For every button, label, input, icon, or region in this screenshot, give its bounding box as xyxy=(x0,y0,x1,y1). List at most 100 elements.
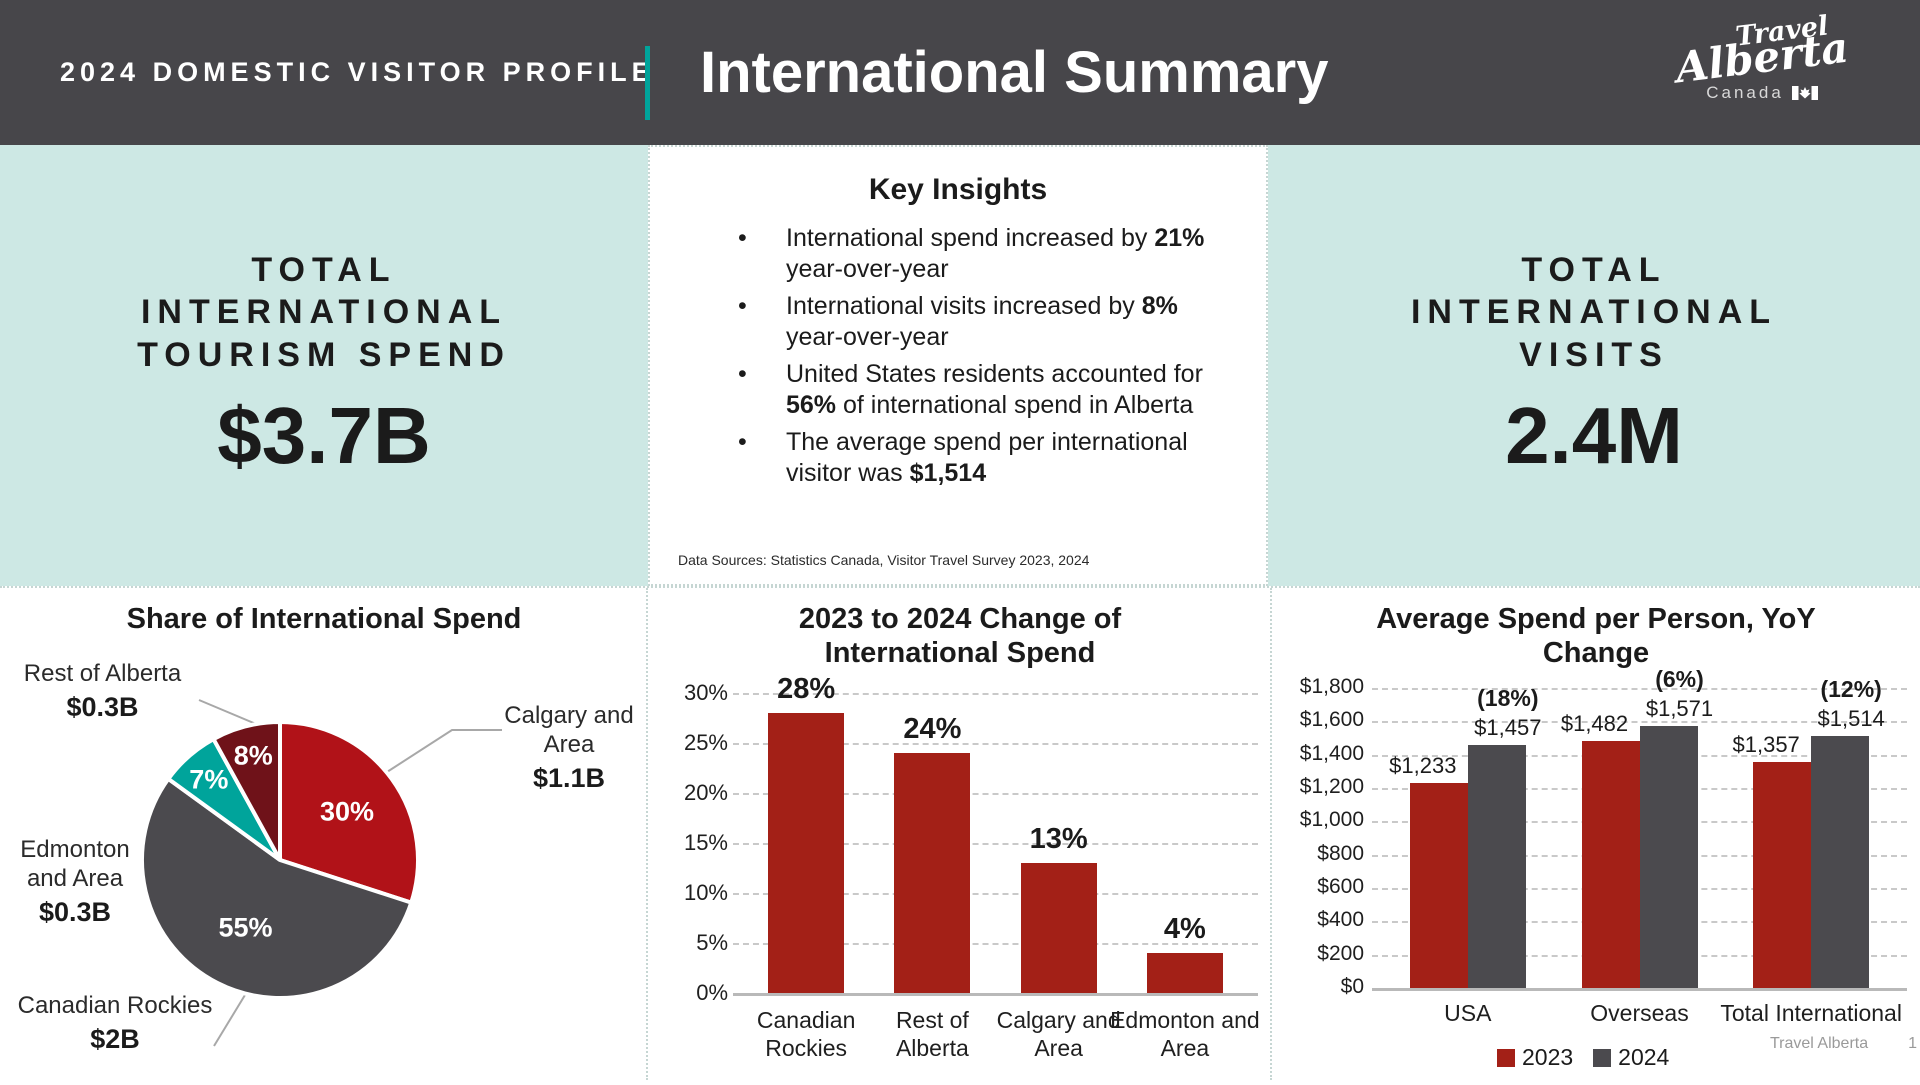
bar-value-label-2024: $1,457 xyxy=(1474,715,1542,741)
bar-value-label: 24% xyxy=(903,713,962,745)
x-category-label: Canadian Rockies xyxy=(756,1007,856,1061)
x-category-label: Rest of Alberta xyxy=(895,1007,969,1061)
gridline xyxy=(733,943,1258,945)
legend-item-2023: 2023 xyxy=(1497,1044,1573,1071)
x-category-label: Edmonton and Area xyxy=(1110,1007,1260,1061)
column-divider-right xyxy=(1270,588,1272,1080)
y-tick-label: $800 xyxy=(1317,841,1364,865)
callout-calgary: Calgary and Area $1.1B xyxy=(495,702,643,794)
total-spend-panel: TOTAL INTERNATIONAL TOURISM SPEND $3.7B xyxy=(0,145,648,586)
legend-label: 2024 xyxy=(1618,1044,1670,1070)
bar-rest-of-alberta xyxy=(894,753,971,993)
bar-value-label: 28% xyxy=(777,673,836,705)
chart-legend: 2023 2024 xyxy=(1497,1044,1669,1071)
y-tick-label: $1,400 xyxy=(1299,741,1364,765)
y-tick-label: 20% xyxy=(683,780,728,805)
key-insight-item: International visits increased by 8% yea… xyxy=(738,291,1230,352)
logo-word-canada: Canada xyxy=(1662,83,1862,103)
key-insight-highlight: 8% xyxy=(1141,292,1178,320)
callout-edmonton: Edmonton and Area $0.3B xyxy=(0,836,150,928)
gridline xyxy=(1372,688,1907,690)
legend-swatch-2023 xyxy=(1497,1048,1515,1067)
bar-value-label: 13% xyxy=(1029,823,1088,855)
avg-spend-chart-title: Average Spend per Person, YoY Change xyxy=(1376,603,1816,670)
pie-percentage-label: 8% xyxy=(234,741,273,771)
total-visits-label: TOTAL INTERNATIONAL VISITS xyxy=(1410,250,1778,374)
y-tick-label: 10% xyxy=(683,880,728,905)
callout-canadian-rockies: Canadian Rockies $2B xyxy=(15,992,215,1055)
key-insight-text: The average spend per international visi… xyxy=(786,428,1188,487)
key-insight-text: International visits increased by xyxy=(786,292,1142,320)
x-category-label: Calgary and Area xyxy=(996,1007,1121,1061)
y-tick-label: 30% xyxy=(683,680,728,705)
bar-value-label-2023: $1,233 xyxy=(1389,752,1457,778)
pie-percentage-label: 7% xyxy=(189,764,228,794)
gridline xyxy=(733,893,1258,895)
bar-2023-overseas xyxy=(1581,741,1640,988)
key-insights-title: Key Insights xyxy=(868,173,1048,206)
y-tick-label: $1,000 xyxy=(1299,808,1364,832)
pie-chart: 30% 55% 7%8% xyxy=(140,699,502,1047)
bar-value-label-2023: $1,357 xyxy=(1732,731,1800,757)
key-insight-item: The average spend per international visi… xyxy=(738,427,1230,488)
leader-canadian-rockies xyxy=(213,994,246,1047)
report-eyebrow: 2024 DOMESTIC VISITOR PROFILE xyxy=(60,57,655,87)
key-insight-text: International spend increased by xyxy=(786,224,1155,252)
pie-percentage-label: 30% xyxy=(320,796,374,826)
callout-rest-of-alberta: Rest of Alberta $0.3B xyxy=(10,660,195,723)
y-tick-label: $200 xyxy=(1317,941,1364,965)
bar-value-label-2024: $1,571 xyxy=(1645,696,1714,722)
leader-rest-of-alberta xyxy=(198,699,257,725)
callout-label: Calgary and Area xyxy=(504,702,634,758)
pie-slice-calgary-and-area xyxy=(278,719,420,906)
key-insight-item: International spend increased by 21% yea… xyxy=(738,223,1230,284)
key-insights-panel: Key Insights International spend increas… xyxy=(648,145,1268,586)
bar-2024-usa xyxy=(1467,745,1526,988)
key-insight-highlight: 56% xyxy=(786,390,837,419)
yoy-change-label: (12%) xyxy=(1820,675,1882,702)
total-visits-panel: TOTAL INTERNATIONAL VISITS 2.4M xyxy=(1268,145,1920,586)
header-bar: 2024 DOMESTIC VISITOR PROFILE Internatio… xyxy=(0,0,1920,145)
change-chart-section: 2023 to 2024 Change of International Spe… xyxy=(648,588,1272,1080)
gridline xyxy=(733,743,1258,745)
key-insight-highlight: 21% xyxy=(1154,224,1205,252)
key-insight-item: United States residents accounted for 56… xyxy=(738,359,1230,420)
bar-calgary-and-area xyxy=(1020,863,1097,993)
travel-alberta-logo: Travel Alberta Canada xyxy=(1662,10,1862,128)
pie-chart-title: Share of International Spend xyxy=(126,603,522,635)
footer-page-number: 1 xyxy=(1908,1035,1918,1052)
total-spend-value: $3.7B xyxy=(217,391,431,481)
bar-canadian-rockies xyxy=(768,713,845,993)
callout-label: Canadian Rockies xyxy=(17,992,213,1019)
key-insight-text: year-over-year xyxy=(786,322,949,351)
leader-calgary xyxy=(386,729,502,773)
x-axis-line xyxy=(733,993,1258,996)
key-insight-text: United States residents accounted for xyxy=(786,360,1203,388)
bar-value-label: 4% xyxy=(1163,913,1206,945)
x-category-label: USA xyxy=(1444,1000,1492,1026)
legend-item-2024: 2024 xyxy=(1593,1044,1669,1071)
charts-band: Share of International Spend 30% 55% 7% 8% … xyxy=(0,588,1920,1080)
y-tick-label: 5% xyxy=(696,930,728,955)
callout-value: $1.1B xyxy=(532,762,606,793)
bar-2023-usa xyxy=(1409,782,1468,988)
y-tick-label: $600 xyxy=(1317,875,1364,898)
legend-label: 2023 xyxy=(1522,1044,1574,1070)
gridline xyxy=(1372,721,1907,724)
page-title: International Summary xyxy=(700,40,1329,105)
change-chart-title: 2023 to 2024 Change of International Spe… xyxy=(798,603,1122,670)
gridline xyxy=(733,793,1258,795)
y-tick-label: $1,200 xyxy=(1299,775,1364,798)
footer-brand: Travel Alberta xyxy=(1770,1035,1869,1052)
y-tick-label: 15% xyxy=(683,830,728,855)
yoy-change-label: (6%) xyxy=(1655,666,1704,693)
pie-slice-canadian-rockies xyxy=(140,776,414,1000)
logo-word-alberta: Alberta xyxy=(1672,22,1851,93)
avg-spend-chart-section: Average Spend per Person, YoY Change 202… xyxy=(1272,588,1920,1080)
data-sources-note: Data Sources: Statistics Canada, Visitor… xyxy=(678,552,1090,568)
total-spend-label: TOTAL INTERNATIONAL TOURISM SPEND xyxy=(137,250,511,374)
key-insight-highlight: $1,514 xyxy=(909,458,987,487)
key-insight-text: of international spend in Alberta xyxy=(836,390,1194,419)
gridline xyxy=(733,843,1258,845)
bar-edmonton-and-area xyxy=(1146,953,1223,993)
